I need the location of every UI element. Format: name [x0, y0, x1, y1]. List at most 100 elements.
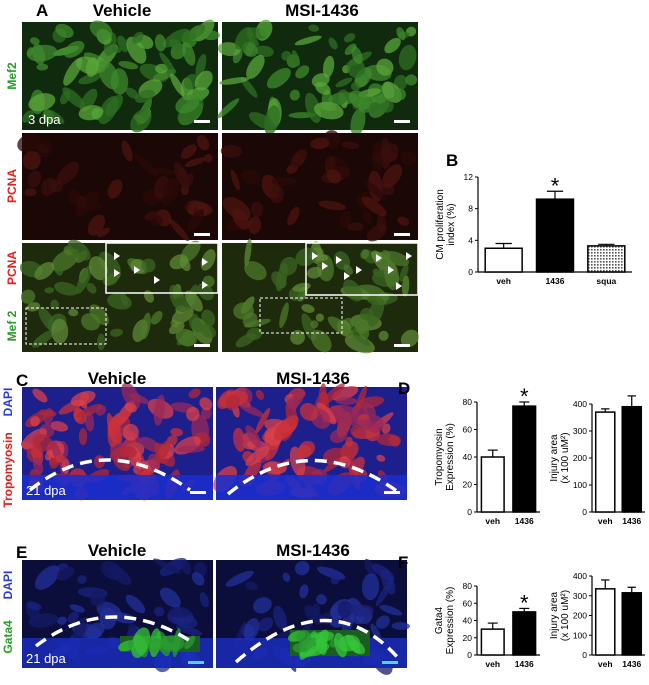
cell-texture — [197, 283, 214, 301]
cell-texture — [168, 39, 183, 50]
cell-texture — [259, 25, 271, 38]
arrowhead — [356, 266, 362, 274]
scale-bar — [394, 120, 410, 123]
row-label: Gata4 — [1, 620, 15, 654]
y-tick-label: 300 — [573, 591, 587, 601]
cell-texture — [310, 320, 319, 329]
cell-texture — [130, 108, 152, 133]
cell-texture — [380, 99, 394, 113]
cell-texture — [351, 46, 363, 65]
cell-texture — [370, 623, 382, 642]
cell-texture — [398, 44, 417, 71]
cell-texture — [28, 613, 58, 628]
cell-texture — [241, 169, 261, 185]
cell-texture — [70, 390, 96, 407]
cell-texture — [107, 420, 122, 444]
cell-texture — [255, 389, 265, 400]
cell-texture — [118, 60, 138, 70]
cell-texture — [126, 36, 147, 64]
cell-texture — [249, 112, 276, 130]
cell-texture — [287, 393, 304, 409]
cell-texture — [330, 573, 340, 585]
cell-texture — [400, 150, 417, 166]
cell-texture — [395, 88, 406, 101]
cell-texture — [201, 30, 220, 41]
cell-texture — [78, 105, 104, 121]
cell-texture — [204, 153, 213, 163]
cell-texture — [56, 616, 67, 625]
scale-bar — [382, 661, 398, 664]
y-tick-label: 80 — [463, 397, 473, 407]
cell-texture — [50, 299, 59, 310]
cell-texture — [273, 605, 287, 630]
cell-texture — [225, 570, 254, 587]
row-label: Mef 2 — [5, 310, 19, 341]
bar — [594, 411, 616, 513]
y-tick-label: 12 — [464, 172, 474, 182]
cell-texture — [86, 282, 97, 294]
cell-texture — [112, 612, 136, 624]
cell-texture — [111, 46, 122, 54]
y-tick-label: 60 — [463, 598, 473, 608]
cell-texture — [375, 615, 390, 629]
cell-texture — [343, 33, 356, 43]
cell-texture — [369, 102, 382, 112]
cell-texture — [344, 334, 375, 354]
cell-texture — [405, 74, 418, 86]
cell-texture — [219, 77, 250, 85]
cell-texture — [175, 94, 200, 114]
y-tick-label: 100 — [573, 480, 587, 490]
column-heading: MSI-1436 — [276, 541, 350, 560]
cell-texture — [155, 63, 168, 74]
cell-texture — [68, 189, 82, 206]
cell-texture — [51, 318, 69, 344]
cell-texture — [375, 579, 394, 607]
row-label: Mef2 — [5, 62, 19, 90]
cell-texture — [67, 239, 91, 261]
cell-texture — [361, 196, 387, 217]
significance-mark: * — [520, 590, 529, 615]
y-tick-label: 0 — [467, 650, 472, 660]
cell-texture — [198, 89, 207, 101]
arrowhead — [114, 269, 120, 277]
annotation: 21 dpa — [26, 651, 67, 666]
cell-texture — [199, 397, 213, 411]
cell-texture — [47, 109, 65, 124]
cell-texture — [234, 26, 253, 50]
x-tick-label: veh — [485, 516, 500, 526]
cell-texture — [192, 319, 203, 333]
arrowhead — [336, 256, 342, 264]
cell-texture — [95, 405, 107, 416]
cell-texture — [301, 304, 315, 313]
cell-texture — [313, 101, 344, 120]
cell-texture — [32, 330, 55, 348]
cell-texture — [169, 254, 189, 270]
cell-texture — [296, 630, 312, 645]
cell-texture — [381, 423, 391, 434]
y-tick-label: 0 — [468, 267, 473, 277]
bar — [480, 456, 505, 513]
cell-texture — [34, 139, 53, 158]
cell-texture — [287, 206, 300, 226]
cell-texture — [135, 89, 155, 103]
dapi-band — [22, 475, 213, 500]
cell-texture — [271, 176, 297, 186]
cell-texture — [170, 73, 185, 97]
x-tick-label: veh — [598, 659, 613, 669]
cell-texture — [27, 170, 42, 188]
cell-texture — [109, 565, 132, 586]
cell-texture — [78, 428, 88, 446]
cell-texture — [255, 407, 271, 434]
cell-texture — [27, 602, 42, 611]
cell-texture — [199, 323, 216, 339]
column-heading: Vehicle — [93, 1, 152, 20]
cell-texture — [184, 24, 205, 42]
x-tick-label: veh — [485, 659, 500, 669]
cell-texture — [26, 44, 58, 62]
cell-texture — [363, 179, 387, 201]
scale-bar — [194, 233, 210, 236]
cell-texture — [97, 227, 110, 238]
cell-texture — [55, 23, 74, 38]
y-tick-label: 100 — [573, 630, 587, 640]
injury-border — [28, 458, 192, 492]
